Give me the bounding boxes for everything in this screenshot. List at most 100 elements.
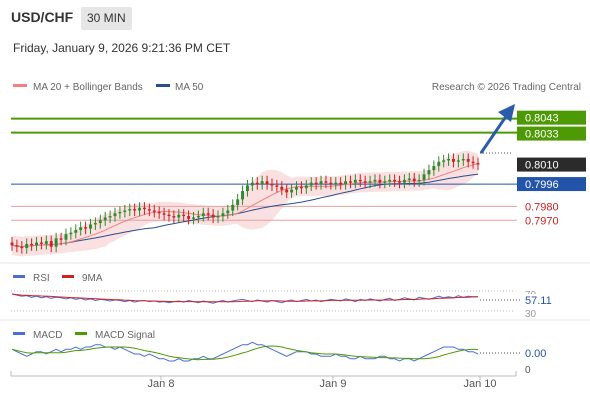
- candle-body: [309, 182, 313, 186]
- legend-label-ma50: MA 50: [175, 82, 204, 93]
- candle: [304, 179, 308, 194]
- candle-body: [432, 165, 436, 171]
- candle-body: [226, 210, 230, 214]
- legend: MA 20 + Bollinger Bands MA 50 Research ©…: [13, 82, 581, 93]
- x-axis: Jan 8 Jan 9 Jan 10: [10, 371, 517, 390]
- candle-body: [103, 217, 107, 221]
- candle-body: [221, 213, 225, 217]
- candle-body: [167, 214, 171, 217]
- bollinger-band: [12, 150, 478, 257]
- candle: [103, 211, 107, 226]
- candle-body: [162, 213, 166, 215]
- candle-body: [201, 213, 205, 217]
- macd-signal-legend-swatch: [75, 332, 87, 335]
- candle-body: [64, 234, 68, 240]
- candle: [84, 221, 88, 235]
- candle: [241, 185, 245, 205]
- candle-body: [108, 216, 112, 218]
- candle-body: [93, 223, 97, 225]
- candle: [412, 172, 416, 187]
- candle-body: [39, 242, 43, 244]
- candle-body: [44, 241, 48, 244]
- macd-last-value: 0.00: [525, 348, 546, 360]
- candle-body: [147, 209, 151, 211]
- candle-body: [54, 238, 58, 247]
- candle: [329, 177, 333, 190]
- candle: [123, 204, 127, 218]
- candle-body: [412, 178, 416, 182]
- candle-body: [152, 210, 156, 212]
- candle: [20, 241, 24, 254]
- trend-arrow-shaft: [479, 114, 509, 154]
- candle: [295, 181, 298, 196]
- candle-body: [20, 246, 24, 249]
- candle: [265, 175, 269, 190]
- candle: [49, 235, 53, 253]
- candle: [373, 174, 377, 187]
- macd-line: [11, 341, 479, 362]
- candle: [378, 174, 382, 189]
- candle-body: [245, 185, 249, 192]
- candle-body: [290, 189, 294, 193]
- candle-body: [270, 184, 274, 186]
- candle: [349, 175, 352, 189]
- symbol-label: USD/CHF: [11, 9, 74, 25]
- candle: [54, 232, 58, 253]
- candle-body: [30, 243, 34, 246]
- candle-body: [422, 174, 426, 180]
- candle: [79, 221, 83, 236]
- credit-label: Research © 2026 Trading Central: [432, 82, 581, 93]
- candle-body: [79, 227, 83, 230]
- candle: [427, 164, 431, 180]
- candle: [231, 199, 235, 217]
- candle-body: [35, 242, 38, 246]
- candle: [437, 156, 441, 172]
- candle: [89, 218, 92, 235]
- candle: [44, 235, 48, 250]
- rsi-ma-line: [11, 293, 479, 303]
- candle: [422, 168, 426, 186]
- candle-body: [393, 179, 397, 182]
- candle: [339, 177, 343, 190]
- macd-signal-line: [11, 345, 479, 361]
- candle: [299, 181, 303, 194]
- candle: [64, 228, 68, 246]
- level-label-support: 0.7980: [525, 201, 559, 213]
- candle-body: [25, 243, 29, 249]
- legend-label-ma20: MA 20 + Bollinger Bands: [33, 82, 143, 93]
- candle: [452, 153, 455, 168]
- candle-body: [84, 227, 88, 229]
- candle: [187, 210, 191, 225]
- rsi-last-value: 57.11: [525, 295, 552, 307]
- candles: [10, 153, 480, 254]
- candle: [162, 207, 166, 221]
- rsi-legend-label: RSI: [33, 273, 50, 284]
- ma50-line: [11, 173, 479, 248]
- candle-body: [398, 181, 401, 183]
- candle-body: [349, 181, 352, 183]
- candle: [142, 202, 146, 215]
- candle: [221, 207, 225, 222]
- candle: [25, 238, 29, 254]
- candle-body: [49, 241, 53, 247]
- candle: [471, 156, 475, 169]
- candle-body: [211, 214, 215, 218]
- candle-body: [358, 179, 362, 182]
- candle-body: [123, 210, 127, 212]
- candle: [152, 204, 156, 218]
- level-label-support: 0.7970: [525, 215, 559, 227]
- macd-legend-swatch: [13, 332, 25, 335]
- interval-button[interactable]: 30 MIN: [81, 7, 132, 30]
- candle-body: [378, 179, 382, 183]
- candle: [59, 232, 63, 246]
- legend-swatch-ma50: [156, 84, 170, 87]
- candle-body: [353, 179, 357, 183]
- candle-body: [471, 161, 475, 164]
- candle: [393, 174, 397, 187]
- candle-body: [172, 216, 176, 218]
- level-label-last: 0.8010: [525, 160, 559, 172]
- candle: [383, 175, 387, 189]
- rsi-legend-swatch: [13, 275, 25, 278]
- candle-body: [319, 181, 323, 185]
